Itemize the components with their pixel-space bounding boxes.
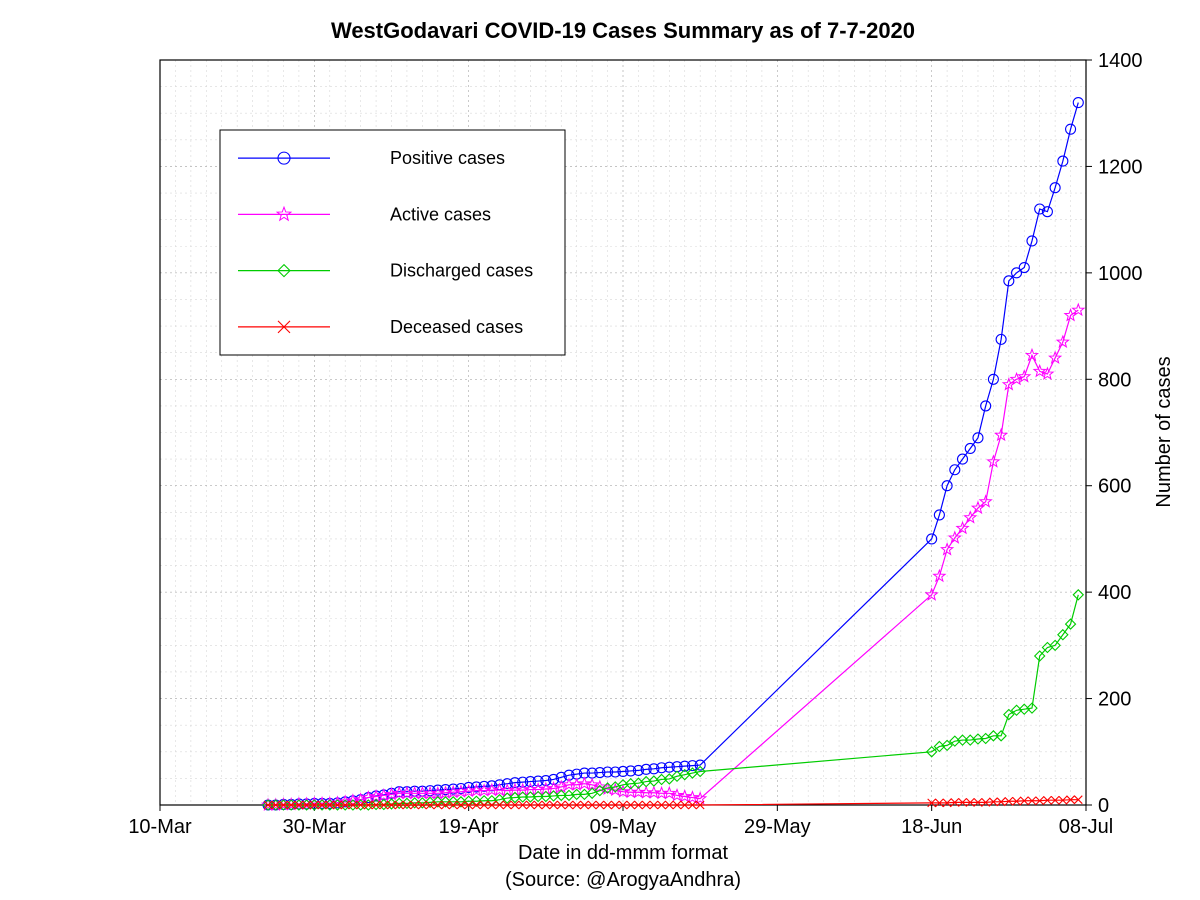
y-tick-label: 1000 bbox=[1098, 263, 1143, 285]
x-tick-label: 29-May bbox=[744, 816, 811, 838]
x-axis-label: Date in dd-mmm format bbox=[518, 842, 728, 864]
legend-label: Discharged cases bbox=[390, 261, 533, 281]
x-tick-label: 09-May bbox=[590, 816, 657, 838]
x-tick-label: 19-Apr bbox=[439, 816, 499, 838]
y-tick-label: 800 bbox=[1098, 369, 1131, 391]
legend: Positive cases Active cases Discharged cas… bbox=[220, 130, 565, 355]
legend-label: Deceased cases bbox=[390, 317, 523, 337]
legend-label: Active cases bbox=[390, 204, 491, 224]
x-tick-label: 30-Mar bbox=[283, 816, 347, 838]
y-axis-label: Number of cases bbox=[1153, 356, 1175, 507]
y-tick-label: 1200 bbox=[1098, 156, 1143, 178]
x-tick-label: 18-Jun bbox=[901, 816, 962, 838]
y-tick-label: 1400 bbox=[1098, 50, 1143, 72]
legend-label: Positive cases bbox=[390, 148, 505, 168]
x-tick-label: 08-Jul bbox=[1059, 816, 1113, 838]
y-tick-label: 0 bbox=[1098, 795, 1109, 817]
y-tick-label: 400 bbox=[1098, 582, 1131, 604]
y-tick-label: 200 bbox=[1098, 689, 1131, 711]
chart-title: WestGodavari COVID-19 Cases Summary as o… bbox=[331, 18, 915, 43]
covid-cases-line-chart: 10-Mar 30-Mar 19-Apr 09-May 29-May 18-Jun 08-J… bbox=[0, 0, 1200, 900]
chart-bg bbox=[0, 0, 1200, 900]
x-tick-label: 10-Mar bbox=[128, 816, 192, 838]
x-axis-sublabel: (Source: @ArogyaAndhra) bbox=[505, 869, 741, 891]
y-tick-label: 600 bbox=[1098, 476, 1131, 498]
